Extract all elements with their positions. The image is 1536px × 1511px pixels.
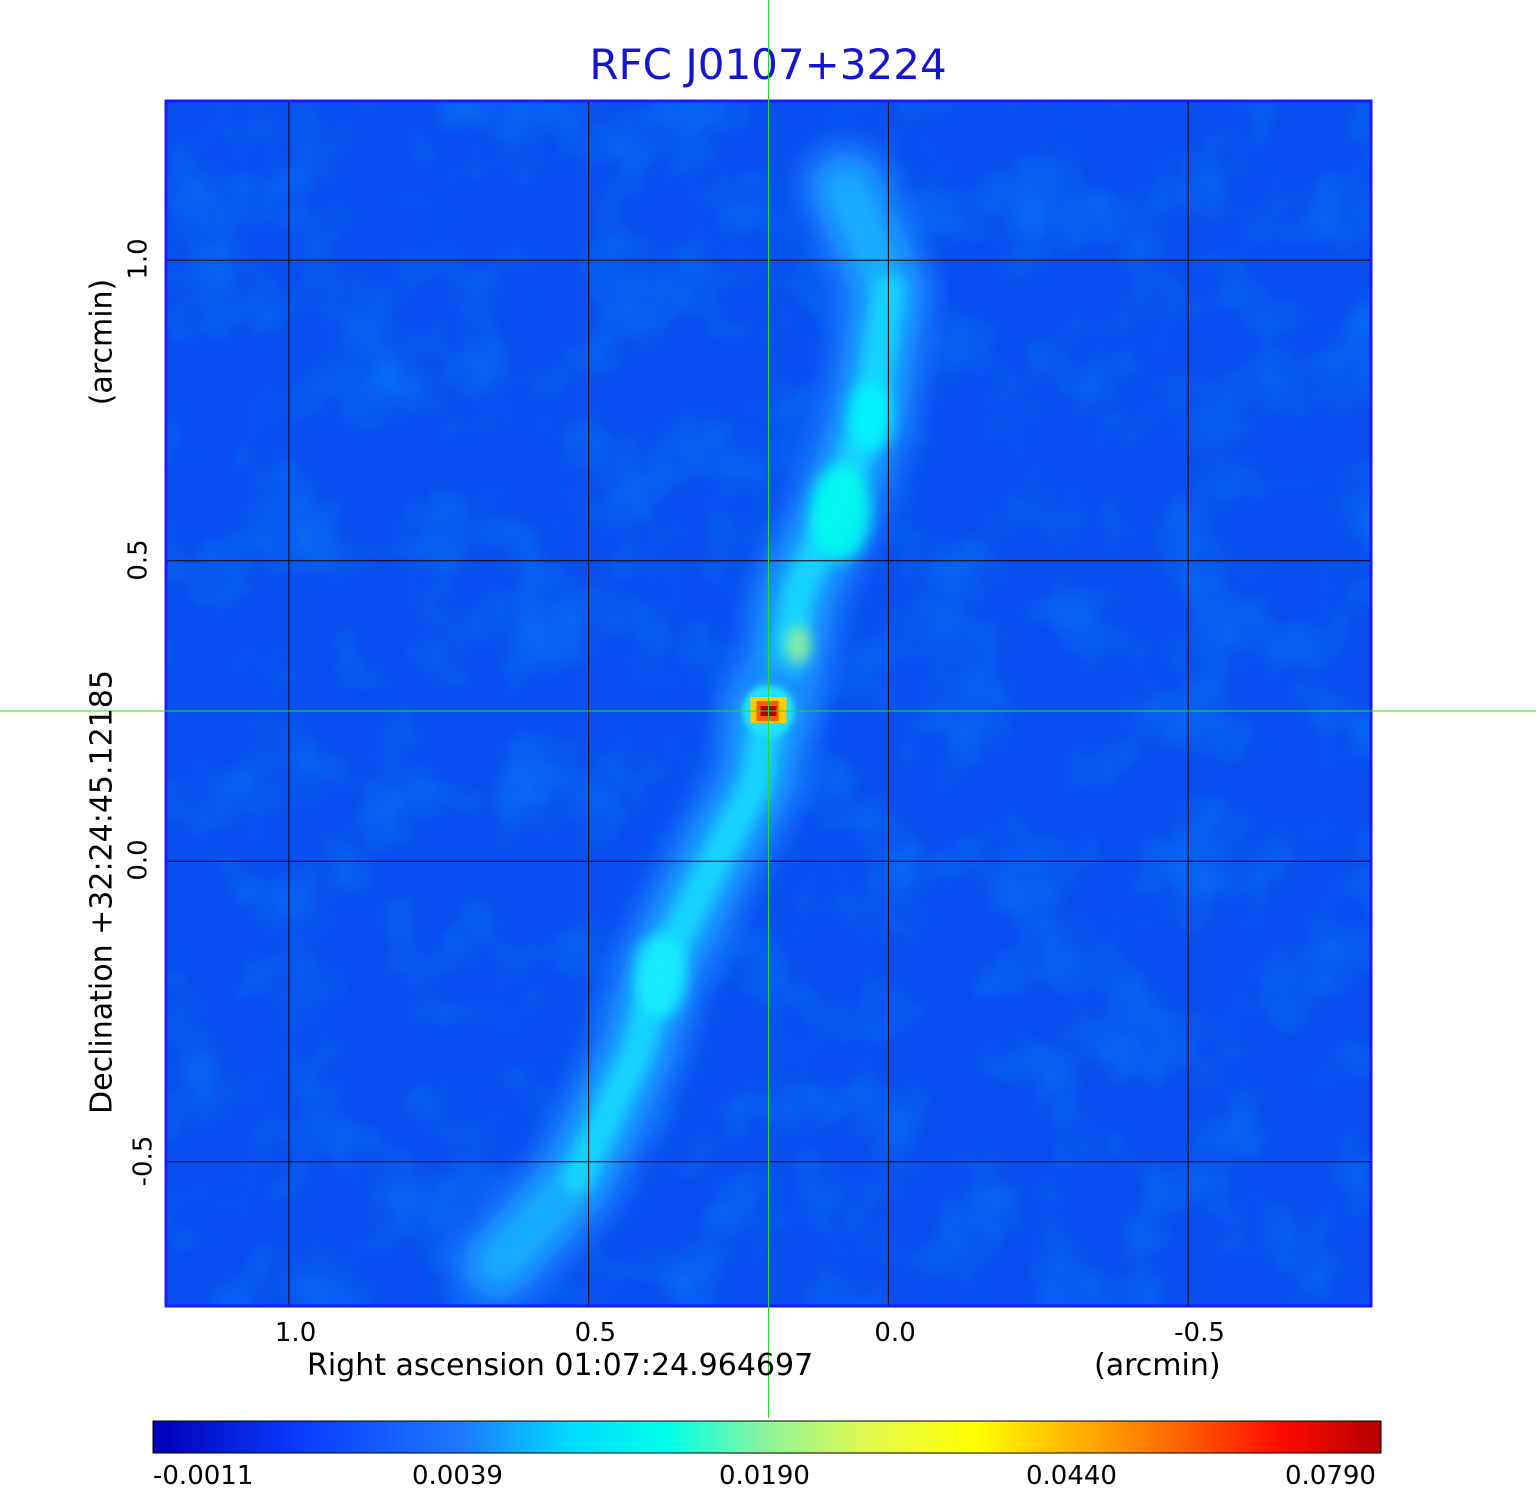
x-tick-label: 0.0 (874, 1318, 916, 1348)
y-tick-label: 1.0 (123, 238, 154, 280)
jet-knot-2 (634, 933, 687, 1018)
colorbar (152, 1420, 1382, 1454)
colorbar-tick-label: 0.0790 (1285, 1461, 1376, 1491)
y-tick-label: -0.5 (128, 1135, 159, 1187)
x-tick-label: -0.5 (1174, 1318, 1225, 1348)
x-tick-label: 1.0 (274, 1318, 317, 1348)
jet-knot-1 (848, 381, 893, 452)
colorbar-tick-label: 0.0440 (1026, 1461, 1117, 1491)
y-tick-label: 0.0 (123, 839, 154, 881)
colorbar-tick-label: 0.0039 (412, 1461, 503, 1491)
y-axis-label: Declination +32:24:45.12185 (84, 670, 120, 1114)
x-axis-label: Right ascension 01:07:24.964697 (307, 1348, 814, 1383)
colorbar-tick-label: -0.0011 (153, 1461, 254, 1491)
x-axis-unit: (arcmin) (1094, 1348, 1221, 1383)
jet-knot-3 (786, 625, 811, 665)
x-tick-label: 0.5 (574, 1318, 616, 1348)
crosshair (0, 0, 1536, 1418)
colorbar-tick-label: 0.0190 (719, 1461, 810, 1491)
jet-knot-0 (810, 464, 871, 561)
y-tick-label: 0.5 (123, 539, 154, 581)
y-axis-unit: (arcmin) (84, 278, 120, 406)
jet-south-ridge (561, 696, 784, 1195)
colorbar-gradient (152, 1420, 1382, 1454)
